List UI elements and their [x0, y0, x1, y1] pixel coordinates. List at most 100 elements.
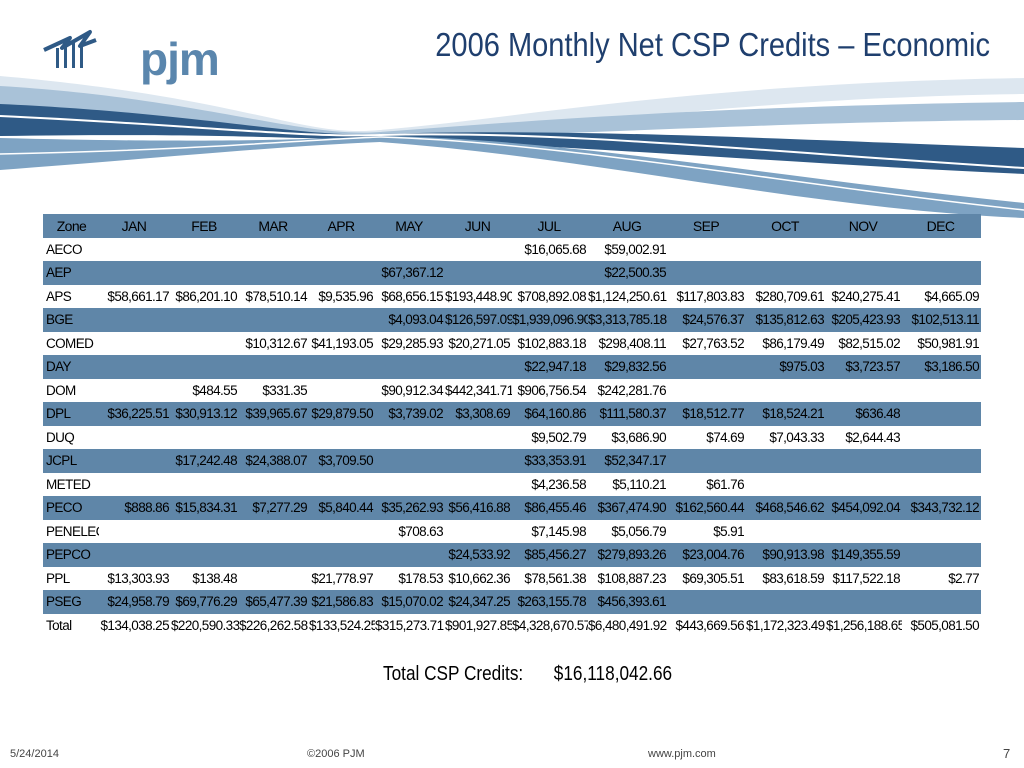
value-cell: [309, 308, 375, 332]
value-cell: [826, 520, 902, 544]
value-cell: $442,341.71: [445, 382, 512, 398]
value-cell: $1,172,323.49: [746, 617, 825, 633]
value-cell: $193,448.90: [445, 288, 512, 304]
total-csp-credits-value: $16,118,042.66: [553, 663, 673, 685]
value-cell: $29,832.56: [588, 355, 668, 379]
value-cell: [99, 473, 171, 497]
value-cell: $279,893.26: [588, 543, 668, 567]
value-cell: $90,913.98: [746, 543, 826, 567]
value-cell: $86,201.10: [175, 288, 237, 304]
table-header-row: Zone JAN FEB MAR APR MAY JUN JUL AUG SEP OCT NOV DEC: [43, 214, 981, 238]
table-row: DOM $484.55 $331.35 $90,912.34 $442,341.71 $9…: [43, 379, 981, 403]
value-cell: $7,043.33: [769, 429, 824, 445]
value-cell: $906,756.54: [517, 382, 587, 398]
value-cell: $3,739.02: [375, 402, 445, 426]
csp-credits-table-container: Zone JAN FEB MAR APR MAY JUN JUL AUG SEP OCT NOV DEC…: [43, 214, 981, 637]
value-cell: $29,285.93: [381, 335, 443, 351]
value-cell: $205,423.93: [826, 308, 902, 332]
decorative-swoosh: [0, 76, 1024, 218]
value-cell: $2,644.43: [845, 429, 900, 445]
table-row: PEPCO $24,533.92 $85,456.27 $279,893.26 $23,…: [43, 543, 981, 567]
value-cell: $126,597.09: [445, 308, 512, 332]
value-cell: $6,480,491.92: [588, 617, 667, 633]
value-cell: [746, 238, 826, 262]
value-cell: [239, 543, 309, 567]
value-cell: $90,912.34: [381, 382, 443, 398]
zone-cell: JCPL: [43, 449, 99, 473]
value-cell: $9,535.96: [318, 288, 373, 304]
value-cell: $5,110.21: [612, 476, 666, 492]
value-cell: [171, 426, 239, 450]
value-cell: $468,546.62: [746, 496, 826, 520]
value-cell: $7,277.29: [239, 496, 309, 520]
value-cell: $33,353.91: [512, 449, 588, 473]
value-cell: $5,056.79: [611, 523, 666, 539]
value-cell: [902, 426, 981, 450]
column-header: JUN: [445, 214, 512, 238]
zone-cell: AEP: [43, 261, 99, 285]
column-header: OCT: [746, 214, 826, 238]
value-cell: $67,367.12: [375, 261, 445, 285]
value-cell: [746, 520, 826, 544]
value-cell: [445, 238, 512, 262]
value-cell: [902, 543, 981, 567]
value-cell: [375, 449, 445, 473]
column-header: MAR: [239, 214, 309, 238]
value-cell: $74.69: [706, 429, 744, 445]
value-cell: [239, 567, 309, 591]
value-cell: [445, 426, 512, 450]
value-cell: [99, 308, 171, 332]
value-cell: $64,160.86: [512, 402, 588, 426]
value-cell: $149,355.59: [826, 543, 902, 567]
value-cell: $86,455.46: [512, 496, 588, 520]
value-cell: $315,273.71: [375, 617, 444, 633]
value-cell: $18,524.21: [746, 402, 826, 426]
value-cell: [239, 238, 309, 262]
value-cell: [826, 379, 902, 403]
value-cell: $117,803.83: [676, 288, 745, 304]
column-header: JUL: [512, 214, 588, 238]
value-cell: [375, 238, 445, 262]
value-cell: [746, 590, 826, 614]
page-number: 7: [1003, 746, 1011, 761]
value-cell: $22,500.35: [588, 261, 668, 285]
value-cell: $10,312.67: [245, 335, 307, 351]
value-cell: [99, 426, 171, 450]
value-cell: $56,416.88: [445, 496, 512, 520]
value-cell: [746, 379, 826, 403]
value-cell: $52,347.17: [588, 449, 668, 473]
value-cell: [746, 261, 826, 285]
value-cell: $117,522.18: [832, 570, 901, 586]
value-cell: [902, 520, 981, 544]
value-cell: $83,618.59: [762, 570, 824, 586]
value-cell: $5.91: [713, 523, 744, 539]
value-cell: [171, 332, 239, 356]
value-cell: $69,305.51: [682, 570, 744, 586]
value-cell: [375, 473, 445, 497]
zone-cell: Total: [46, 617, 72, 633]
value-cell: [902, 402, 981, 426]
logo-wordmark: pjm: [140, 33, 220, 85]
value-cell: $13,303.93: [107, 570, 169, 586]
value-cell: $82,515.02: [838, 335, 900, 351]
value-cell: $15,070.02: [375, 590, 445, 614]
value-cell: $35,262.93: [375, 496, 445, 520]
value-cell: $298,408.11: [598, 335, 667, 351]
column-header: JAN: [99, 214, 171, 238]
value-cell: [171, 261, 239, 285]
value-cell: [239, 355, 309, 379]
value-cell: [668, 449, 746, 473]
value-cell: $240,275.41: [831, 288, 901, 304]
value-cell: [668, 261, 746, 285]
value-cell: $242,281.76: [597, 382, 667, 398]
value-cell: [171, 238, 239, 262]
value-cell: $24,576.37: [668, 308, 746, 332]
value-cell: $61.76: [706, 476, 744, 492]
value-cell: $20,271.05: [448, 335, 510, 351]
value-cell: [239, 261, 309, 285]
value-cell: $15,834.31: [171, 496, 239, 520]
value-cell: [746, 449, 826, 473]
value-cell: [171, 308, 239, 332]
zone-cell: METED: [46, 476, 91, 492]
value-cell: $343,732.12: [902, 496, 981, 520]
